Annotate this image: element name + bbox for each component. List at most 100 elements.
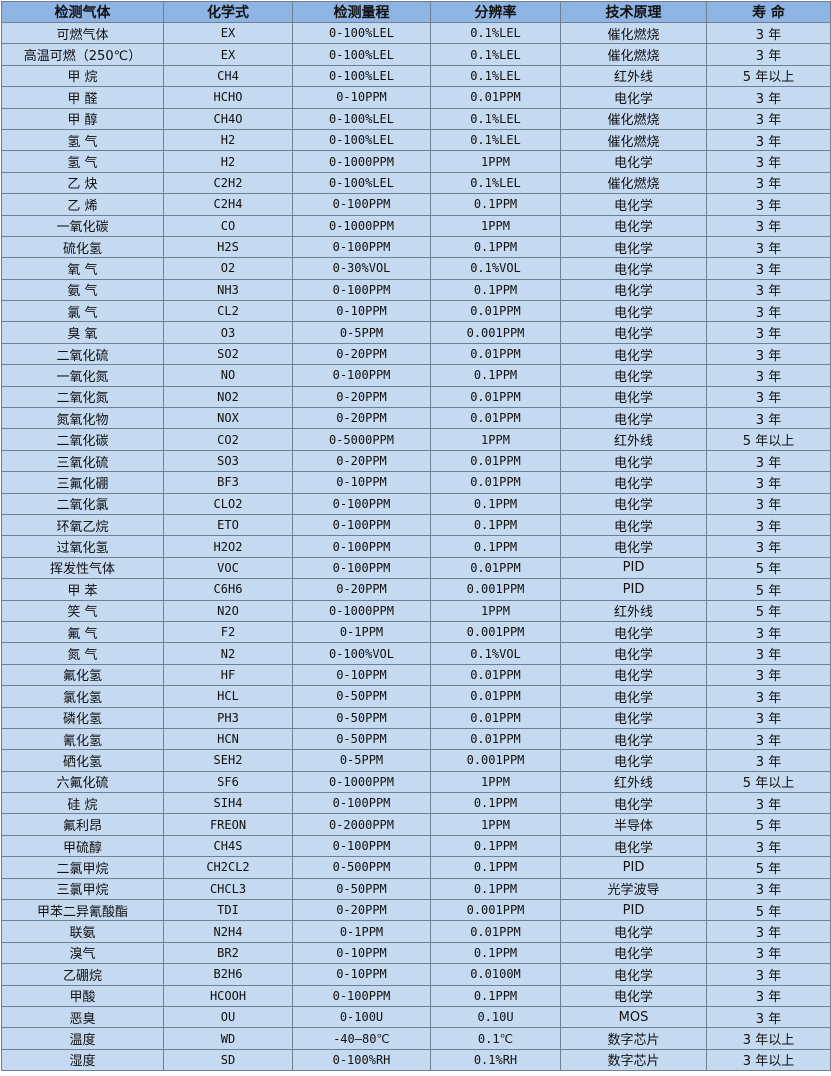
cell-principle: 红外线	[560, 428, 707, 451]
cell-resolution: 0.001PPM	[430, 578, 561, 601]
cell-lifespan: 3 年	[706, 535, 831, 558]
table-row: 甲硫醇 CH4S 0-100PPM 0.1PPM 电化学 3 年	[1, 834, 831, 858]
cell-gas: 联氨	[1, 920, 164, 943]
cell-lifespan: 3 年	[706, 107, 831, 130]
cell-formula: SO2	[163, 342, 293, 366]
cell-lifespan: 3 年	[706, 706, 831, 729]
cell-gas: 甲 烷	[1, 64, 164, 88]
cell-formula: TDI	[163, 899, 293, 922]
cell-formula: O2	[163, 257, 293, 280]
table-body: 可燃气体 EX 0-100%LEL 0.1%LEL 催化燃烧 3 年高温可燃（250℃） E…	[1, 21, 831, 1072]
cell-range: 0-100PPM	[292, 556, 431, 580]
table-row: 二氧化氮 NO2 0-20PPM 0.01PPM 电化学 3 年	[1, 385, 831, 409]
table-row: 硫化氢 H2S 0-100PPM 0.1PPM 电化学 3 年	[1, 235, 831, 259]
table-row: 恶臭 OU 0-100U 0.10U MOS 3 年	[1, 1005, 831, 1029]
cell-lifespan: 3 年	[706, 193, 831, 216]
cell-principle: 电化学	[560, 706, 707, 729]
cell-gas: 甲 醇	[1, 107, 164, 130]
table-row: 氮氧化物 NOX 0-20PPM 0.01PPM 电化学 3 年	[1, 407, 831, 430]
cell-gas: 二氧化氯	[1, 492, 164, 515]
cell-range: 0-1000PPM	[292, 150, 431, 173]
table-row: 氯 气 CL2 0-10PPM 0.01PPM 电化学 3 年	[1, 300, 831, 323]
cell-formula: H2	[163, 150, 293, 173]
cell-range: 0-50PPM	[292, 685, 431, 708]
cell-resolution: 1PPM	[430, 150, 561, 173]
cell-formula: O3	[163, 321, 293, 344]
table-row: 臭 氧 O3 0-5PPM 0.001PPM 电化学 3 年	[1, 321, 831, 344]
cell-resolution: 0.1%VOL	[430, 257, 561, 280]
table-row: 二氯甲烷 CH2CL2 0-500PPM 0.1PPM PID 5 年	[1, 856, 831, 879]
cell-principle: 数字芯片	[560, 1048, 707, 1072]
cell-principle: 红外线	[560, 64, 707, 88]
cell-gas: 硒化氢	[1, 749, 164, 772]
cell-formula: ETO	[163, 513, 293, 537]
cell-lifespan: 3 年	[706, 257, 831, 280]
cell-lifespan: 3 年	[706, 685, 831, 708]
cell-gas: 湿度	[1, 1048, 164, 1072]
cell-principle: 催化燃烧	[560, 128, 707, 152]
cell-resolution: 1PPM	[430, 770, 561, 794]
cell-principle: 电化学	[560, 235, 707, 259]
table-row: 氢 气 H2 0-1000PPM 1PPM 电化学 3 年	[1, 150, 831, 173]
cell-principle: 红外线	[560, 599, 707, 622]
cell-lifespan: 3 年	[706, 43, 831, 66]
table-row: 环氧乙烷 ETO 0-100PPM 0.1PPM 电化学 3 年	[1, 513, 831, 537]
table-row: 乙 炔 C2H2 0-100%LEL 0.1%LEL 催化燃烧 3 年	[1, 171, 831, 195]
cell-formula: VOC	[163, 556, 293, 580]
table-row: 一氧化碳 CO 0-1000PPM 1PPM 电化学 3 年	[1, 214, 831, 237]
table-row: 二氧化硫 SO2 0-20PPM 0.01PPM 电化学 3 年	[1, 342, 831, 366]
cell-gas: 硫化氢	[1, 235, 164, 259]
cell-lifespan: 5 年以上	[706, 428, 831, 451]
cell-gas: 笑 气	[1, 599, 164, 622]
cell-range: 0-100PPM	[292, 535, 431, 558]
cell-gas: 二氯甲烷	[1, 856, 164, 879]
cell-lifespan: 3 年	[706, 342, 831, 366]
cell-range: 0-10PPM	[292, 471, 431, 494]
cell-lifespan: 3 年	[706, 642, 831, 665]
table-row: 甲酸 HCOOH 0-100PPM 0.1PPM 电化学 3 年	[1, 984, 831, 1007]
cell-lifespan: 3 年	[706, 321, 831, 344]
cell-formula: HCL	[163, 685, 293, 708]
cell-resolution: 1PPM	[430, 214, 561, 237]
cell-principle: 电化学	[560, 214, 707, 237]
cell-formula: N2	[163, 642, 293, 665]
cell-resolution: 0.001PPM	[430, 749, 561, 772]
cell-gas: 挥发性气体	[1, 556, 164, 580]
cell-principle: 电化学	[560, 449, 707, 473]
cell-formula: H2O2	[163, 535, 293, 558]
cell-resolution: 0.1%LEL	[430, 128, 561, 152]
table-row: 甲 醇 CH4O 0-100%LEL 0.1%LEL 催化燃烧 3 年	[1, 107, 831, 130]
cell-gas: 甲硫醇	[1, 834, 164, 858]
cell-lifespan: 3 年以上	[706, 1027, 831, 1050]
cell-range: 0-100%VOL	[292, 642, 431, 665]
header-gas: 检测气体	[1, 1, 164, 23]
cell-gas: 甲酸	[1, 984, 164, 1007]
cell-resolution: 0.001PPM	[430, 620, 561, 644]
cell-range: 0-100PPM	[292, 235, 431, 259]
cell-lifespan: 3 年	[706, 920, 831, 943]
cell-lifespan: 3 年	[706, 941, 831, 965]
table-row: 三氧化硫 SO3 0-20PPM 0.01PPM 电化学 3 年	[1, 449, 831, 473]
cell-range: 0-5PPM	[292, 749, 431, 772]
cell-principle: 电化学	[560, 407, 707, 430]
cell-principle: 电化学	[560, 364, 707, 387]
cell-principle: 电化学	[560, 471, 707, 494]
table-row: 氢 气 H2 0-100%LEL 0.1%LEL 催化燃烧 3 年	[1, 128, 831, 152]
cell-resolution: 0.01PPM	[430, 727, 561, 751]
cell-principle: 电化学	[560, 920, 707, 943]
cell-formula: HCN	[163, 727, 293, 751]
cell-lifespan: 3 年	[706, 984, 831, 1007]
cell-formula: PH3	[163, 706, 293, 729]
cell-range: 0-10PPM	[292, 300, 431, 323]
cell-range: 0-50PPM	[292, 727, 431, 751]
cell-range: 0-10PPM	[292, 86, 431, 109]
cell-gas: 氢 气	[1, 150, 164, 173]
cell-gas: 三氟化硼	[1, 471, 164, 494]
cell-range: 0-20PPM	[292, 407, 431, 430]
cell-gas: 氮氧化物	[1, 407, 164, 430]
cell-lifespan: 5 年	[706, 813, 831, 836]
table-row: 氟 气 F2 0-1PPM 0.001PPM 电化学 3 年	[1, 620, 831, 644]
cell-resolution: 0.1PPM	[430, 535, 561, 558]
header-range: 检测量程	[292, 1, 431, 23]
cell-lifespan: 3 年	[706, 749, 831, 772]
